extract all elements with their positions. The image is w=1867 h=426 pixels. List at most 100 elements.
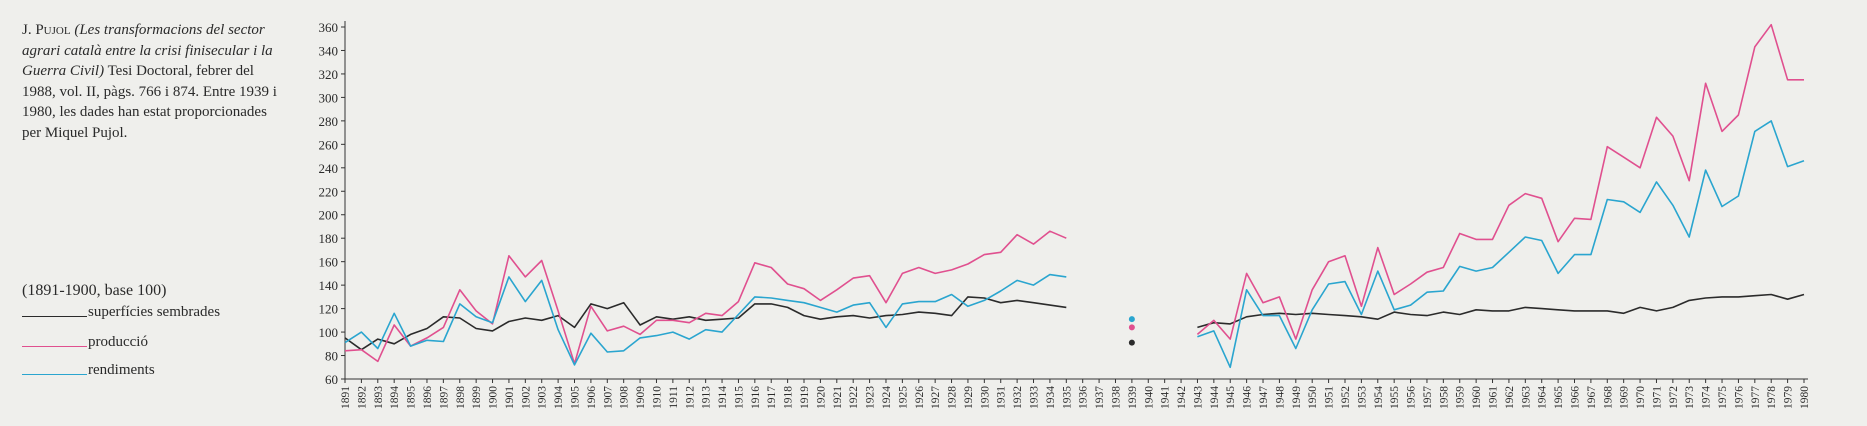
x-tick-label: 1928 [947,386,959,409]
x-tick-label: 1896 [422,386,434,409]
x-tick-label: 1950 [1307,386,1319,409]
x-tick-label: 1897 [438,386,450,409]
y-tick-label: 300 [319,90,339,105]
x-tick-label: 1922 [848,386,860,409]
x-tick-label: 1977 [1750,386,1762,409]
x-tick-label: 1910 [651,386,663,409]
y-tick-label: 140 [319,278,339,293]
x-tick-label: 1908 [619,386,631,409]
legend-swatch-produccio [22,346,87,347]
x-tick-label: 1898 [455,386,467,409]
x-tick-label: 1933 [1029,386,1041,409]
x-tick-label: 1962 [1504,386,1516,409]
x-tick-label: 1892 [356,386,368,409]
x-tick-label: 1905 [570,386,582,409]
legend-swatch-rendiments [22,374,87,375]
x-tick-label: 1944 [1209,386,1221,409]
x-tick-label: 1954 [1373,386,1385,409]
x-tick-label: 1946 [1242,386,1254,409]
x-tick-label: 1971 [1651,386,1663,409]
series-1-line [344,230,1067,365]
x-tick-label: 1907 [602,386,614,409]
x-tick-label: 1918 [783,386,795,409]
series-1-point [1128,324,1135,331]
x-tick-label: 1966 [1569,386,1581,409]
series-2-point [1128,316,1135,323]
series-2 [344,120,1805,369]
x-tick-label: 1920 [815,386,827,409]
y-tick-label: 80 [325,349,338,364]
y-tick-label: 280 [319,114,339,129]
base-note: (1891-1900, base 100) [22,282,167,299]
x-tick-label: 1906 [586,386,598,409]
x-tick-label: 1953 [1356,386,1368,409]
x-tick-label: 1930 [979,386,991,409]
x-tick-label: 1945 [1225,386,1237,409]
x-tick-label: 1904 [553,386,565,409]
chart-axes: 60 80 100 120 140 160 180 200 220 240 260 280 300 320… [319,20,1812,409]
y-tick-label: 340 [319,43,339,58]
x-tick-label: 1891 [340,386,352,409]
legend-label-superficies: superfícies sembrades [88,304,221,320]
y-tick-label: 260 [319,137,339,152]
source-details: Tesi Doctoral, febrer del 1988, vol. II,… [22,63,277,141]
chart-series [344,23,1805,369]
x-tick-label: 1949 [1291,386,1303,409]
y-tick-label: 240 [319,161,339,176]
x-tick-label: 1941 [1160,386,1172,409]
y-tick-label: 180 [319,231,339,246]
x-tick-label: 1917 [766,386,778,409]
x-tick-label: 1960 [1471,386,1483,409]
series-0-line [344,296,1067,351]
x-tick-label: 1948 [1274,386,1286,409]
x-tick-label: 1956 [1406,386,1418,409]
source-author: J. Pujol [22,22,71,38]
x-tick-label: 1974 [1701,386,1713,409]
x-tick-label: 1934 [1045,386,1057,409]
x-tick-label: 1952 [1340,386,1352,409]
x-tick-label: 1895 [406,386,418,409]
x-tick-label: 1924 [881,386,893,409]
x-tick-label: 1967 [1586,386,1598,409]
y-tick-label: 200 [319,208,339,223]
x-tick-label: 1961 [1488,386,1500,409]
x-tick-label: 1916 [750,386,762,409]
x-tick-label: 1975 [1717,386,1729,409]
series-2-line [1197,120,1805,369]
legend-label-produccio: producció [88,334,148,350]
x-tick-label: 1976 [1733,386,1745,409]
y-tick-label: 220 [319,184,339,199]
series-0-point [1128,339,1135,346]
series-1 [344,23,1804,365]
x-tick-label: 1957 [1422,386,1434,409]
series-1-line [1196,23,1804,340]
y-tick-label: 360 [319,20,339,35]
x-tick-label: 1955 [1389,386,1401,409]
x-tick-label: 1964 [1537,386,1549,409]
x-tick-label: 1901 [504,386,516,409]
x-tick-label: 1927 [930,386,942,409]
x-tick-label: 1980 [1799,386,1811,409]
x-tick-label: 1914 [717,386,729,409]
x-tick-label: 1921 [832,386,844,409]
source-work-title: (Les transformacions del sector agrari c… [22,22,273,79]
series-0-line [1197,293,1805,329]
source-note: J. Pujol (Les transformacions del sector… [22,20,277,143]
y-tick-label: 100 [319,325,339,340]
x-tick-label: 1926 [914,386,926,409]
x-tick-label: 1972 [1668,386,1680,409]
x-tick-label: 1911 [668,386,680,409]
x-tick-label: 1963 [1520,386,1532,409]
x-tick-label: 1903 [537,386,549,409]
x-tick-label: 1970 [1635,386,1647,409]
x-tick-label: 1965 [1553,386,1565,409]
x-tick-label: 1969 [1619,386,1631,409]
x-tick-label: 1912 [684,386,696,409]
x-tick-label: 1951 [1324,386,1336,409]
x-tick-label: 1913 [701,386,713,409]
x-tick-label: 1943 [1192,386,1204,409]
x-tick-label: 1902 [520,386,532,409]
x-tick-label: 1937 [1094,386,1106,409]
x-tick-label: 1932 [1012,386,1024,409]
